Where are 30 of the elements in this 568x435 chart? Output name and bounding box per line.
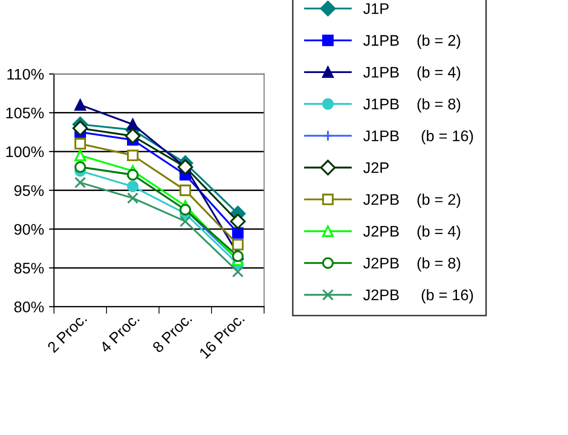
y-tick-label: 80% [14, 302, 44, 312]
legend-label: J1PB (b = 16) [363, 130, 473, 144]
point [74, 99, 86, 111]
legend-label: J1PB (b = 2) [363, 34, 460, 49]
legend-label: J2PB (b = 8) [363, 257, 460, 272]
point [230, 214, 246, 230]
point [232, 238, 244, 250]
legend-label: J2PB (b = 4) [363, 225, 460, 240]
y-tick-label: 110% [7, 68, 44, 80]
legend-label: J1PB (b = 8) [363, 98, 460, 112]
point [180, 184, 192, 196]
legend-label: J2PB (b = 2) [363, 194, 460, 208]
point [127, 192, 139, 204]
point [72, 120, 88, 136]
legend-label: J1P [363, 3, 389, 14]
point [127, 150, 139, 162]
y-tick-label: 85% [14, 262, 44, 274]
point [232, 266, 244, 278]
point [180, 216, 192, 228]
point [232, 227, 244, 239]
y-tick-label: 95% [14, 185, 44, 196]
point [74, 176, 86, 188]
legend-label: J1PB (b = 4) [363, 66, 460, 81]
y-tick-label: 90% [14, 224, 44, 235]
legend-label: J2P [363, 162, 389, 174]
y-tick-label: 105% [6, 108, 44, 118]
y-tick-label: 100% [6, 146, 44, 158]
legend-label: J2PB (b = 16) [363, 289, 473, 304]
point [74, 138, 86, 150]
point [127, 180, 139, 192]
